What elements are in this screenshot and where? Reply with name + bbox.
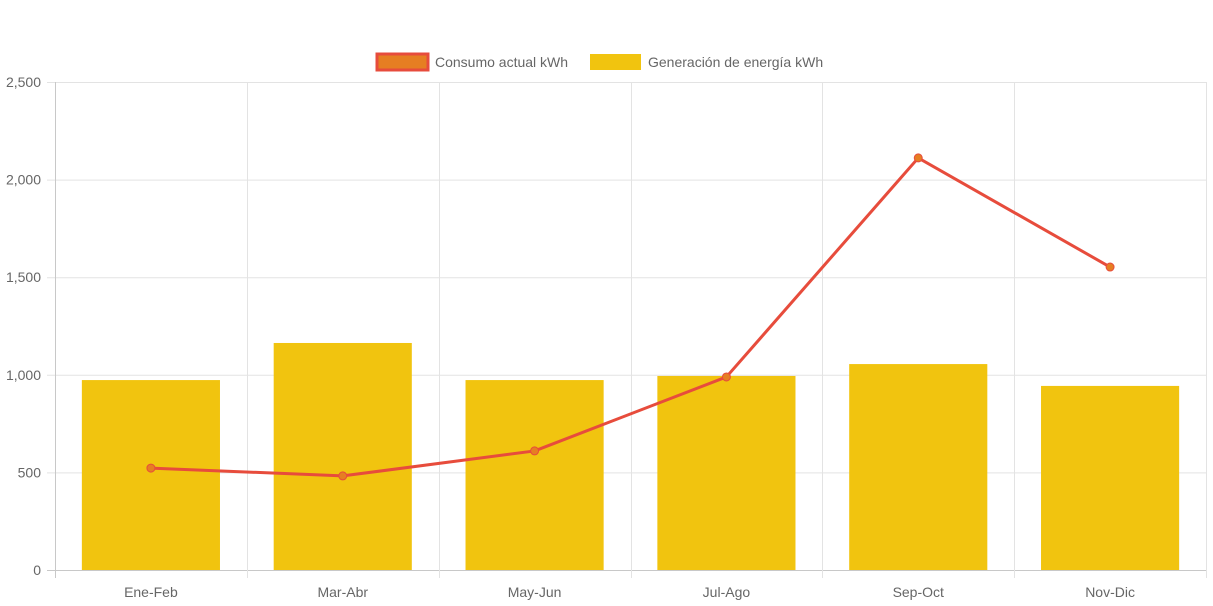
bar-generacion[interactable] <box>1041 385 1180 570</box>
y-tick-label: 1,000 <box>6 367 41 383</box>
legend[interactable]: Consumo actual kWh Generación de energía… <box>375 52 823 72</box>
line-consumo <box>150 156 1111 478</box>
x-tick-label: Sep-Oct <box>893 584 944 600</box>
legend-label-generacion: Generación de energía kWh <box>648 54 823 70</box>
bar-generacion[interactable] <box>657 375 796 570</box>
y-tick-label: 0 <box>33 562 41 578</box>
y-tick-label: 2,000 <box>6 172 41 188</box>
x-tick-label: Nov-Dic <box>1085 584 1135 600</box>
x-tick-label: Ene-Feb <box>124 584 178 600</box>
y-tick-label: 1,500 <box>6 269 41 285</box>
grid-lines <box>47 82 1207 578</box>
point-consumo[interactable] <box>146 463 156 473</box>
bar-generacion[interactable] <box>81 380 220 570</box>
legend-item-consumo[interactable]: Consumo actual kWh <box>375 52 568 72</box>
line-series <box>146 153 1115 481</box>
x-tick-label: Jul-Ago <box>703 584 751 600</box>
y-tick-label: 2,500 <box>6 74 41 90</box>
y-tick-label: 500 <box>18 464 42 480</box>
bar-series <box>81 342 1180 570</box>
point-consumo[interactable] <box>1105 262 1115 272</box>
point-consumo[interactable] <box>913 153 923 163</box>
point-consumo[interactable] <box>530 446 540 456</box>
bar-generacion[interactable] <box>849 364 988 570</box>
bar-generacion[interactable] <box>465 380 604 570</box>
bar-generacion[interactable] <box>273 342 412 570</box>
x-tick-label: May-Jun <box>508 584 562 600</box>
legend-label-consumo: Consumo actual kWh <box>435 54 568 70</box>
y-axis: 0 500 1,000 1,500 2,000 2,500 <box>6 74 41 578</box>
legend-item-generacion[interactable]: Generación de energía kWh <box>590 54 823 70</box>
x-tick-label: Mar-Abr <box>317 584 368 600</box>
legend-swatch-generacion <box>590 54 641 70</box>
point-consumo[interactable] <box>721 372 731 382</box>
point-consumo[interactable] <box>338 471 348 481</box>
legend-swatch-consumo <box>375 52 430 72</box>
x-axis: Ene-Feb Mar-Abr May-Jun Jul-Ago Sep-Oct Nov-D… <box>124 584 1135 600</box>
